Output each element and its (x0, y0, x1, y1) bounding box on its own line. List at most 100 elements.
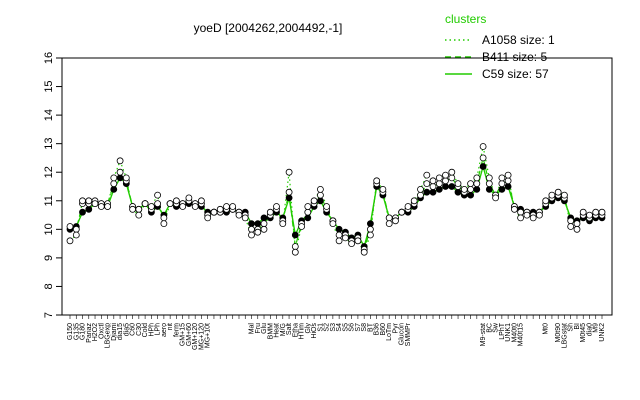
x-tick-label: GM+120 (192, 323, 199, 350)
data-point (160, 214, 168, 222)
data-point (392, 217, 399, 225)
x-tick-label: HTim (299, 323, 306, 340)
y-tick-label: 12 (43, 166, 55, 178)
data-point (273, 203, 280, 210)
data-point (254, 220, 262, 228)
x-tick-label: H2O2 (92, 323, 99, 341)
y-tick-label: 11 (43, 195, 55, 206)
legend-label: B411 size: 5 (482, 50, 547, 64)
data-point (417, 191, 424, 199)
data-point (429, 177, 437, 185)
data-point (442, 183, 449, 190)
x-tick-label: Cold (142, 323, 149, 338)
data-point (298, 223, 306, 230)
data-point (72, 231, 80, 239)
data-point (185, 194, 193, 202)
x-tick-label: S2 (324, 323, 331, 332)
data-point (598, 208, 606, 216)
legend-title: clusters (445, 12, 486, 26)
x-tick-label: S7 (355, 323, 362, 332)
data-point (586, 211, 593, 219)
data-point (104, 203, 111, 210)
x-tick-label: Salt (286, 323, 293, 335)
x-tick-label: LPh (155, 323, 162, 336)
data-point (329, 220, 337, 228)
data-point (554, 188, 562, 196)
x-tick-label: Heat (274, 323, 281, 338)
data-point (423, 188, 431, 196)
data-point (473, 180, 481, 188)
data-point (366, 231, 374, 239)
data-point (79, 208, 86, 216)
data-point (379, 185, 387, 193)
data-point (279, 220, 287, 228)
x-tick-label: MG+10t (205, 323, 212, 348)
data-point (454, 188, 462, 196)
x-tick-label: Pyr (392, 322, 399, 333)
y-tick-label: 10 (43, 223, 55, 235)
x-tick-label: G180 (80, 323, 87, 340)
data-point (523, 211, 531, 219)
data-point (592, 208, 600, 216)
data-point (291, 231, 299, 239)
data-point (160, 220, 168, 228)
data-point (335, 231, 343, 239)
y-tick-label: 9 (43, 255, 55, 261)
data-point (442, 171, 449, 179)
data-point (448, 168, 456, 176)
data-point (285, 194, 293, 202)
data-point (448, 183, 456, 190)
x-tick-label: Gly (305, 323, 312, 334)
data-point (473, 174, 481, 182)
data-point (323, 203, 331, 210)
data-point (210, 208, 218, 216)
x-tick-label: Sh (568, 323, 575, 332)
x-tick-label: MG+120 (198, 323, 205, 350)
x-tick-label: ferm (173, 323, 180, 337)
x-tick-label: M0t45 (580, 323, 587, 343)
y-tick-label: 13 (43, 138, 55, 150)
data-point (304, 214, 312, 222)
data-point (442, 177, 449, 185)
data-point (479, 163, 487, 170)
data-point (166, 200, 174, 208)
data-point (542, 197, 550, 205)
data-point (248, 225, 255, 233)
data-point (335, 225, 343, 233)
data-point (373, 177, 381, 185)
data-point (72, 225, 80, 233)
x-tick-label: Oxctl (98, 323, 105, 339)
data-point (485, 180, 493, 188)
data-point (529, 214, 537, 222)
x-tick-label: SMMPr (405, 322, 412, 346)
x-tick-label: LPhT (499, 322, 506, 339)
y-tick-label: 15 (43, 80, 55, 92)
data-point (492, 194, 500, 202)
x-tick-label: LBGexp (105, 323, 112, 348)
data-point (147, 203, 155, 210)
x-tick-label: GM+15 (180, 323, 187, 346)
x-tick-label: G150 (67, 323, 74, 340)
plot-frame (61, 57, 613, 316)
data-point (360, 248, 368, 256)
data-point (348, 240, 356, 248)
data-point (316, 191, 324, 199)
data-point (172, 197, 180, 205)
x-tick-label: C30 (136, 323, 143, 336)
data-point (517, 214, 524, 222)
x-tick-label: Diami (111, 323, 118, 341)
data-point (366, 220, 374, 228)
data-point (417, 185, 424, 193)
x-tick-label: UNK1 (505, 323, 512, 342)
data-point (248, 231, 255, 239)
chart-title: yoeD [2004262,2004492,-1] (194, 21, 343, 35)
y-tick-label: 14 (43, 109, 55, 121)
data-point (504, 177, 512, 185)
data-point (561, 191, 568, 199)
data-point (316, 185, 324, 193)
data-point (260, 225, 268, 233)
data-point (404, 203, 412, 210)
data-point (460, 185, 468, 193)
data-point (260, 220, 268, 228)
data-point (223, 203, 230, 210)
